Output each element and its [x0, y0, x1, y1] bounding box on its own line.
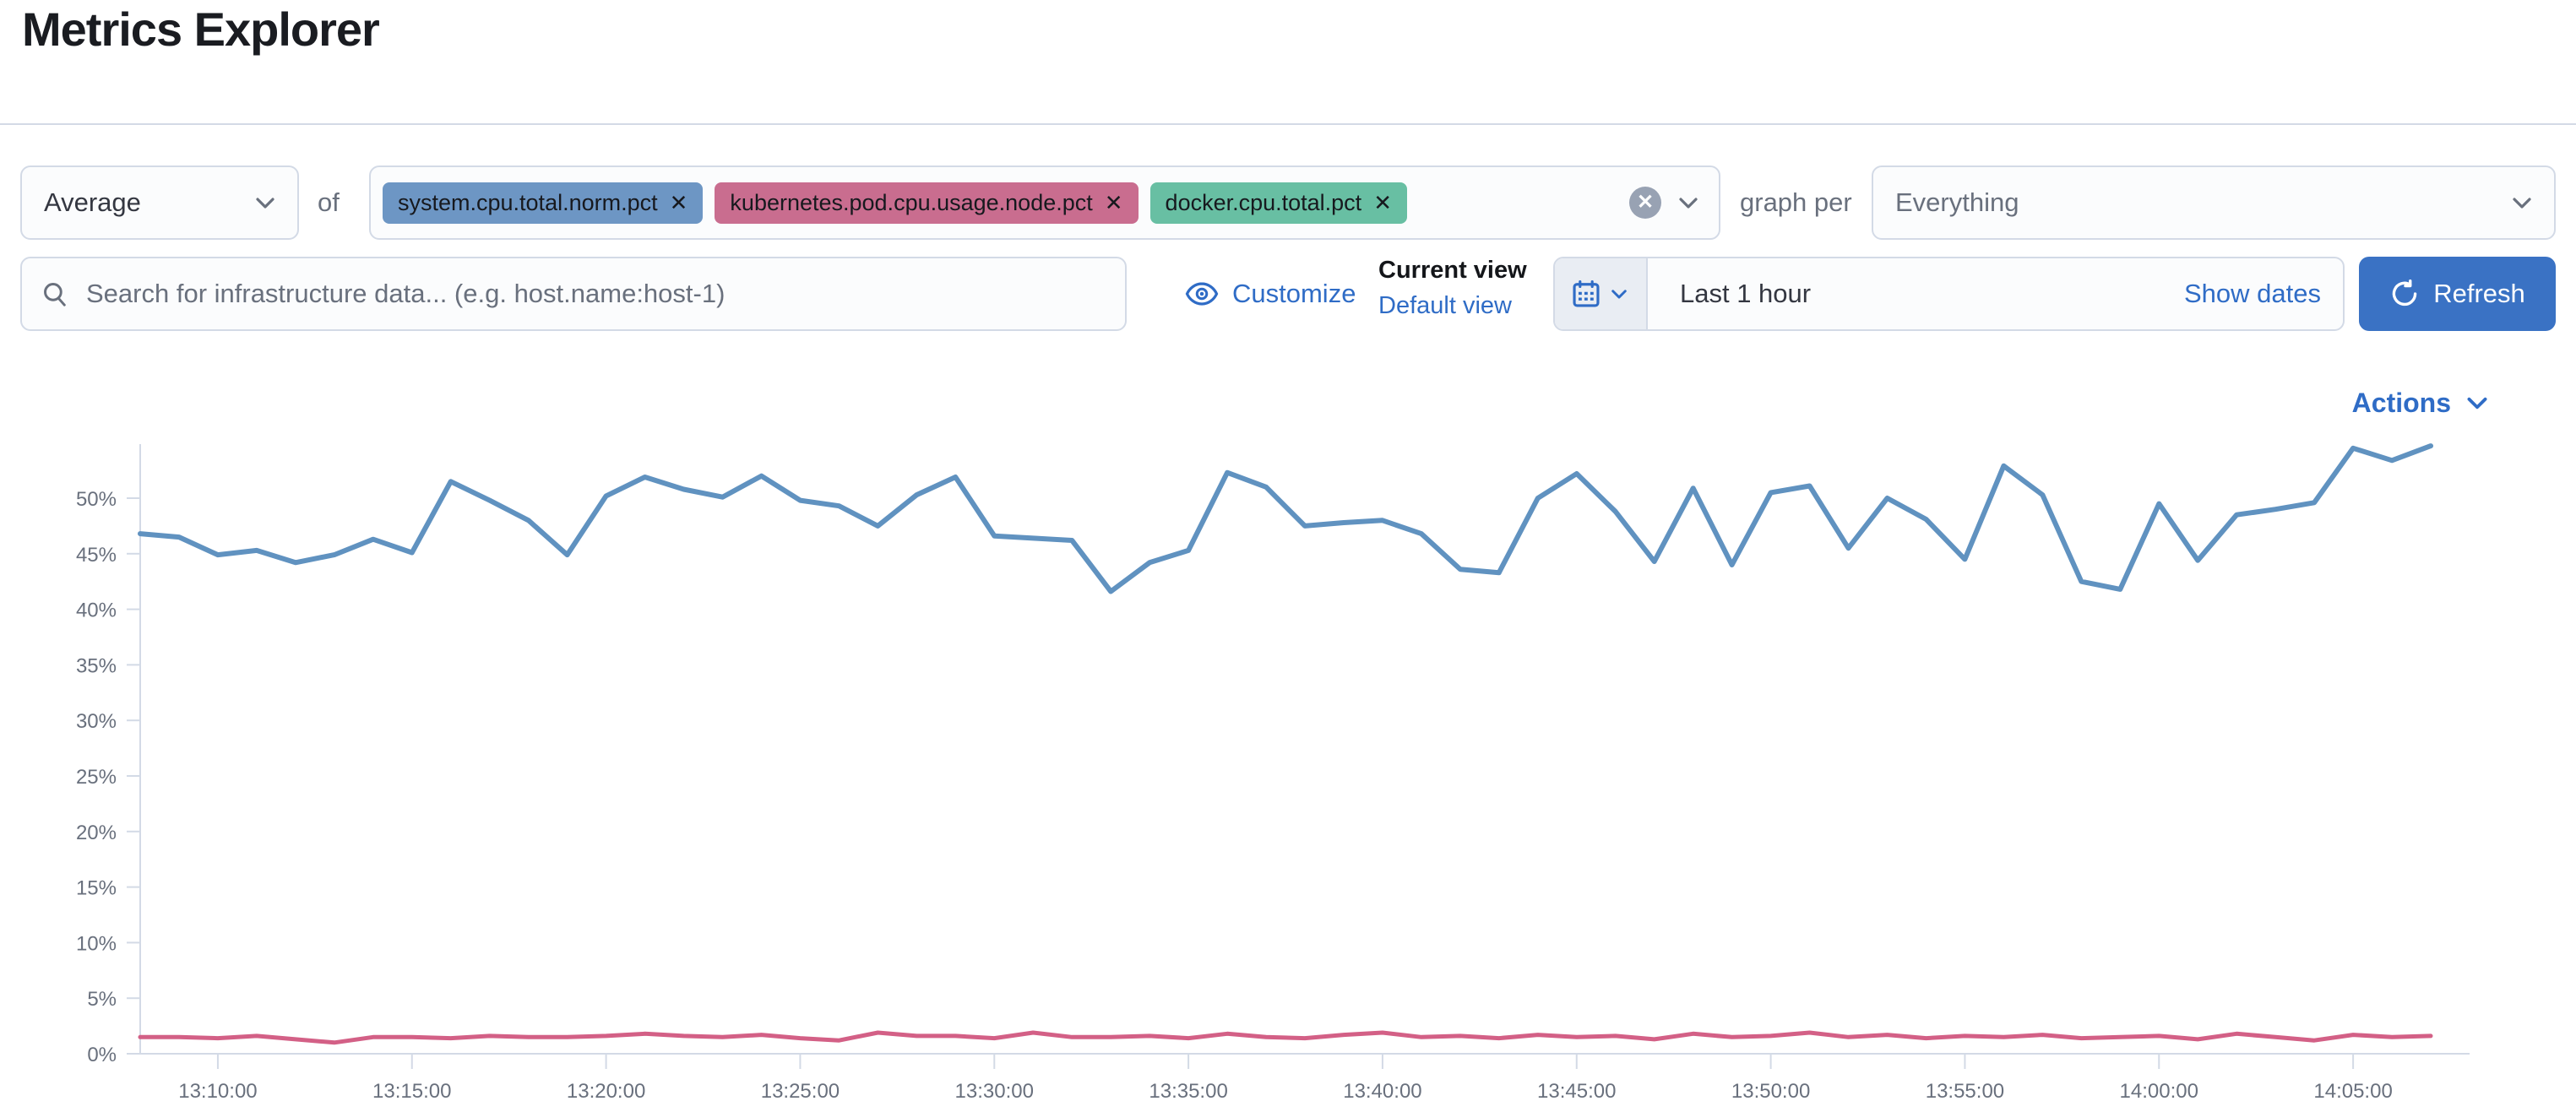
metric-badge-system-cpu[interactable]: system.cpu.total.norm.pct ✕ [383, 182, 704, 224]
chevron-down-icon [252, 189, 279, 216]
y-tick-label: 5% [87, 988, 117, 1011]
y-tick-label: 40% [76, 599, 117, 622]
of-label: of [318, 187, 340, 217]
chevron-down-icon [2508, 189, 2535, 216]
metric-badge-label: system.cpu.total.norm.pct [398, 189, 658, 215]
eye-icon [1185, 277, 1219, 311]
metric-badges: system.cpu.total.norm.pct ✕ kubernetes.p… [383, 182, 1407, 224]
x-tick-label: 13:15:00 [372, 1080, 451, 1103]
actions-menu-button[interactable]: Actions [2352, 384, 2492, 421]
x-tick-label: 13:10:00 [178, 1080, 257, 1103]
y-tick-label: 10% [76, 932, 117, 955]
y-tick-label: 45% [76, 544, 117, 567]
metric-badge-label: docker.cpu.total.pct [1165, 189, 1362, 215]
x-tick-label: 13:25:00 [761, 1080, 840, 1103]
customize-button[interactable]: Customize [1185, 257, 1356, 331]
calendar-icon [1571, 279, 1601, 309]
metrics-chart-container: 0% 5% 10% 15% 20% 25% 30% 35% 40% 45% 50% 13:10:00 1… [0, 422, 2576, 1108]
x-tick-label: 13:55:00 [1926, 1080, 2004, 1103]
remove-metric-icon[interactable]: ✕ [669, 190, 688, 215]
default-view-link[interactable]: Default view [1378, 292, 1512, 319]
refresh-button[interactable]: Refresh [2359, 257, 2556, 331]
metric-badge-kubernetes-pod-cpu[interactable]: kubernetes.pod.cpu.usage.node.pct ✕ [715, 182, 1139, 224]
x-tick-label: 13:35:00 [1149, 1080, 1227, 1103]
aggregation-select[interactable]: Average [20, 165, 299, 240]
graph-per-selected-value: Everything [1895, 187, 2019, 217]
actions-label: Actions [2351, 387, 2451, 418]
y-tick-label: 30% [76, 710, 117, 733]
metric-badge-docker-cpu[interactable]: docker.cpu.total.pct ✕ [1149, 182, 1407, 224]
chevron-down-icon[interactable] [1675, 189, 1702, 216]
axis-lines [139, 444, 2470, 1055]
x-tick-label: 13:30:00 [955, 1080, 1034, 1103]
x-tick-label: 13:45:00 [1537, 1080, 1616, 1103]
y-tick-label: 50% [76, 488, 117, 511]
date-picker: Last 1 hour Show dates [1553, 257, 2345, 331]
y-tick-label: 20% [76, 822, 117, 844]
date-picker-quick-menu-button[interactable] [1555, 258, 1648, 329]
time-range-value[interactable]: Last 1 hour [1680, 279, 1812, 308]
series-line-1[interactable] [138, 1030, 2433, 1045]
search-icon [41, 279, 69, 308]
y-tick-label: 15% [76, 877, 117, 900]
search-input[interactable] [84, 278, 1125, 310]
y-tick-label: 35% [76, 654, 117, 677]
current-view-label: Current view [1378, 257, 1527, 284]
refresh-icon [2389, 279, 2420, 309]
remove-metric-icon[interactable]: ✕ [1104, 190, 1123, 215]
chevron-down-icon [2463, 388, 2492, 417]
x-tick-label: 14:05:00 [2313, 1080, 2392, 1103]
graph-per-label: graph per [1740, 187, 1852, 217]
clear-all-metrics-button[interactable]: ✕ [1629, 187, 1661, 219]
remove-metric-icon[interactable]: ✕ [1373, 190, 1392, 215]
x-tick-label: 14:00:00 [2120, 1080, 2198, 1103]
search-field-container [20, 257, 1127, 331]
x-tick-label: 13:50:00 [1731, 1080, 1810, 1103]
y-tick-label: 0% [87, 1044, 117, 1066]
refresh-label: Refresh [2433, 279, 2525, 308]
view-switcher: Current view Default view [1378, 253, 1547, 324]
metric-combobox[interactable]: system.cpu.total.norm.pct ✕ kubernetes.p… [369, 165, 1720, 240]
aggregation-selected-value: Average [44, 187, 141, 217]
show-dates-link[interactable]: Show dates [2184, 279, 2321, 308]
graph-per-select[interactable]: Everything [1872, 165, 2556, 240]
metrics-line-chart[interactable]: 0% 5% 10% 15% 20% 25% 30% 35% 40% 45% 50% 13:10:00 1… [0, 422, 2576, 1108]
chevron-down-icon [1608, 283, 1630, 305]
x-tick-label: 13:40:00 [1343, 1080, 1421, 1103]
customize-label: Customize [1232, 279, 1356, 308]
x-tick-label: 13:20:00 [567, 1080, 645, 1103]
series-line-0[interactable] [138, 443, 2433, 594]
header-divider [0, 123, 2576, 125]
y-tick-label: 25% [76, 766, 117, 789]
metric-badge-label: kubernetes.pod.cpu.usage.node.pct [730, 189, 1093, 215]
page-title: Metrics Explorer [22, 3, 380, 56]
